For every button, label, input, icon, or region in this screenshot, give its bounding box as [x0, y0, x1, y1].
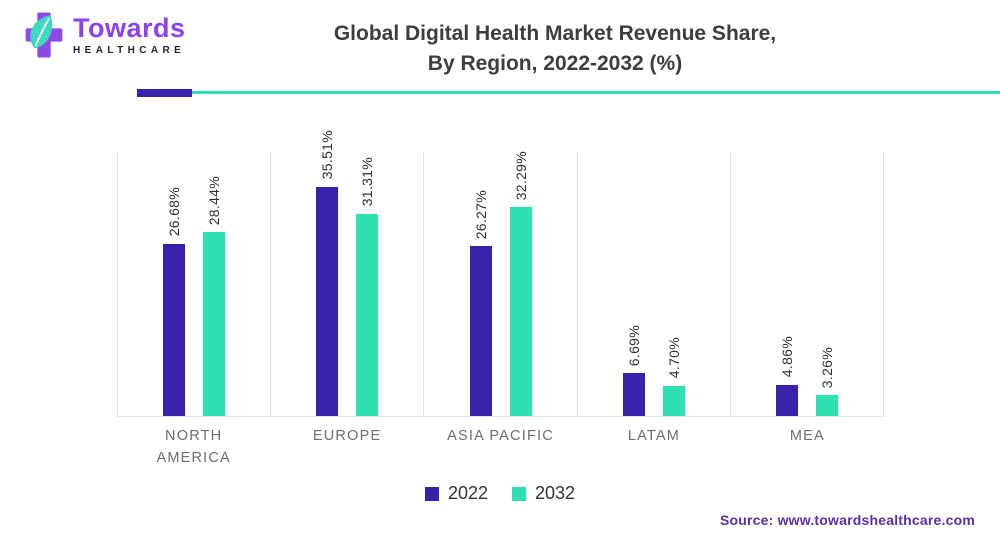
bar-value-label: 4.70% — [665, 337, 682, 379]
legend-label: 2032 — [535, 483, 576, 503]
bar-2032: 3.26% — [815, 347, 838, 416]
legend: 2022 2032 — [0, 483, 1000, 504]
logo-cross-leaf-icon — [25, 12, 63, 58]
legend-item-2032: 2032 — [512, 483, 575, 504]
category-label: EUROPE — [312, 428, 382, 444]
bar-pair: 26.68% 28.44% — [163, 176, 226, 416]
bar-pair: 35.51% 31.31% — [316, 130, 379, 416]
plot-area: 26.68% 28.44% 35.51% 31.31% 26.27% 32.29% 6.69… — [117, 130, 885, 417]
category-label: NORTH AMERICA — [156, 428, 231, 466]
bar-2032: 32.29% — [509, 151, 532, 416]
category-label: MEA — [789, 428, 825, 444]
category-column: 4.86% 3.26% — [731, 152, 885, 416]
category-column: 6.69% 4.70% — [578, 152, 731, 416]
bar-value-label: 35.51% — [319, 130, 336, 180]
bar-2032: 28.44% — [203, 176, 226, 416]
logo-subbrand-text: HEALTHCARE — [73, 45, 186, 57]
chart-title-line2: By Region, 2022-2032 (%) — [427, 52, 683, 75]
bar-value-label: 3.26% — [818, 346, 835, 388]
header-rule-teal-line — [192, 91, 1000, 94]
bar-2022: 26.27% — [469, 190, 492, 416]
bar-value-label: 28.44% — [206, 175, 223, 226]
bar-2032: 31.31% — [356, 157, 379, 416]
bar-value-label: 26.27% — [472, 189, 489, 240]
bar-2022: 35.51% — [316, 130, 339, 416]
bar-2022: 26.68% — [163, 187, 186, 416]
bar-value-label: 26.68% — [166, 187, 183, 237]
source-link[interactable]: Source: www.towardshealthcare.com — [719, 512, 975, 528]
legend-swatch-icon — [512, 486, 526, 501]
bar-value-label: 31.31% — [359, 157, 376, 207]
chart-title-line1: Global Digital Health Market Revenue Sha… — [333, 22, 777, 45]
bar-pair: 4.86% 3.26% — [775, 336, 838, 416]
category-label: LATAM — [627, 428, 681, 444]
bar-value-label: 4.86% — [778, 336, 795, 378]
bar-pair: 6.69% 4.70% — [622, 325, 685, 416]
bar-2032: 4.70% — [662, 337, 685, 416]
logo: Towards HEALTHCARE — [24, 10, 186, 60]
bar-2022: 4.86% — [775, 336, 798, 416]
category-column: 26.68% 28.44% — [118, 152, 272, 416]
bar-2022: 6.69% — [622, 325, 645, 416]
bar-value-label: 6.69% — [625, 324, 642, 366]
logo-brand-text: Towards — [73, 12, 186, 43]
legend-item-2022: 2022 — [424, 483, 488, 504]
header-rule-purple-segment — [137, 89, 192, 97]
category-column: 35.51% 31.31% — [271, 130, 425, 416]
category-label: ASIA PACIFIC — [447, 428, 554, 444]
chart-title: Global Digital Health Market Revenue Sha… — [250, 19, 860, 79]
x-axis-labels: NORTH AMERICA EUROPE ASIA PACIFIC LATAM MEA — [117, 426, 884, 470]
legend-label: 2022 — [447, 483, 488, 503]
legend-swatch-icon — [424, 486, 439, 501]
bar-value-label: 32.29% — [512, 151, 529, 201]
bar-pair: 26.27% 32.29% — [469, 151, 532, 416]
category-column: 26.27% 32.29% — [424, 151, 578, 416]
